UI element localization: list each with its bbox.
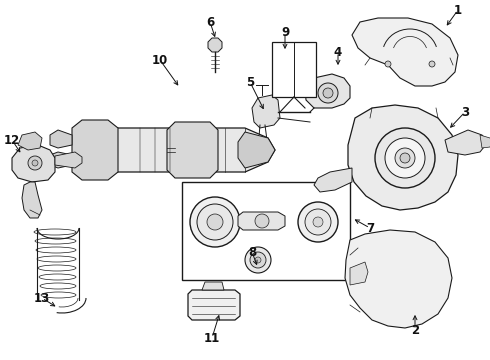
Polygon shape	[238, 132, 275, 168]
Text: 8: 8	[248, 246, 256, 258]
Polygon shape	[50, 152, 72, 168]
Polygon shape	[55, 152, 82, 168]
Polygon shape	[480, 135, 490, 148]
Circle shape	[255, 257, 261, 263]
Polygon shape	[305, 74, 350, 108]
Text: 9: 9	[281, 26, 289, 39]
Circle shape	[250, 252, 266, 268]
Circle shape	[385, 138, 425, 178]
Polygon shape	[22, 182, 42, 218]
Polygon shape	[445, 130, 488, 155]
Polygon shape	[50, 130, 72, 148]
Text: 4: 4	[334, 45, 342, 58]
Circle shape	[255, 214, 269, 228]
Circle shape	[305, 209, 331, 235]
Polygon shape	[350, 262, 368, 285]
Text: 1: 1	[454, 4, 462, 17]
Circle shape	[385, 61, 391, 67]
Bar	[272, 42, 316, 97]
Polygon shape	[352, 18, 458, 86]
Text: 2: 2	[411, 324, 419, 337]
Text: 5: 5	[246, 76, 254, 89]
Bar	[182, 182, 350, 280]
Polygon shape	[202, 282, 224, 290]
Circle shape	[190, 197, 240, 247]
Circle shape	[318, 83, 338, 103]
Text: 13: 13	[34, 292, 50, 305]
Polygon shape	[348, 105, 458, 210]
Text: 10: 10	[152, 54, 168, 67]
Text: 12: 12	[4, 134, 20, 147]
Polygon shape	[167, 122, 218, 178]
Polygon shape	[188, 290, 240, 320]
Polygon shape	[75, 128, 275, 172]
Circle shape	[429, 61, 435, 67]
Text: 7: 7	[366, 221, 374, 234]
Circle shape	[313, 217, 323, 227]
Circle shape	[323, 88, 333, 98]
Polygon shape	[314, 168, 352, 192]
Polygon shape	[238, 212, 285, 230]
Circle shape	[298, 202, 338, 242]
Polygon shape	[12, 145, 55, 182]
Polygon shape	[72, 120, 118, 180]
Circle shape	[400, 153, 410, 163]
Polygon shape	[208, 38, 222, 52]
Circle shape	[395, 148, 415, 168]
Circle shape	[28, 156, 42, 170]
Circle shape	[207, 214, 223, 230]
Text: 3: 3	[461, 105, 469, 118]
Circle shape	[197, 204, 233, 240]
Polygon shape	[345, 230, 452, 328]
Text: 6: 6	[206, 15, 214, 28]
Circle shape	[375, 128, 435, 188]
Circle shape	[245, 247, 271, 273]
Polygon shape	[18, 132, 42, 150]
Circle shape	[32, 160, 38, 166]
Polygon shape	[252, 95, 280, 128]
Text: 11: 11	[204, 332, 220, 345]
